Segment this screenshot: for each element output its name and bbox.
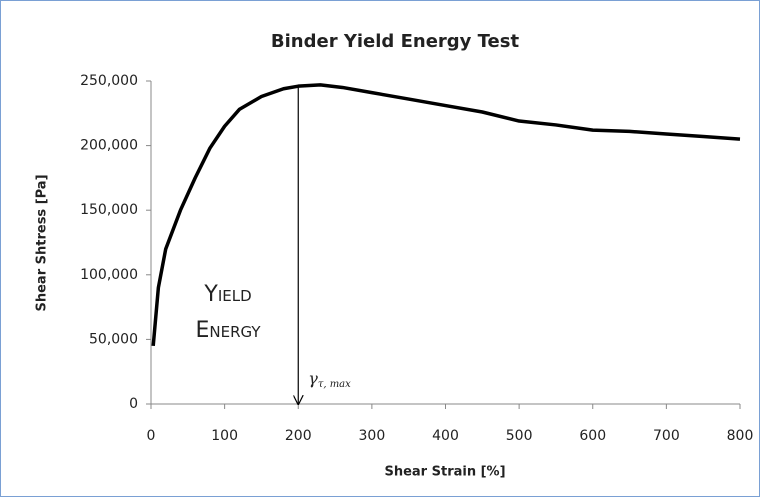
yield-energy-label: Yield — [203, 282, 251, 307]
x-tick-label: 800 — [727, 428, 754, 444]
gamma-symbol: γ — [308, 369, 318, 388]
x-tick-label: 300 — [359, 428, 386, 444]
x-axis-label: Shear Strain [%] — [384, 465, 505, 480]
x-tick-label: 500 — [506, 428, 533, 444]
y-tick-label: 150,000 — [80, 202, 138, 218]
data-line — [151, 83, 741, 347]
x-tick-label: 700 — [653, 428, 680, 444]
x-tick-label: 100 — [211, 428, 238, 444]
y-tick-label: 50,000 — [89, 331, 138, 347]
x-tick-label: 200 — [285, 428, 312, 444]
gamma-label: γτ, max — [308, 369, 351, 390]
gamma-subscript: τ, max — [318, 379, 351, 390]
chart-title: Binder Yield Energy Test — [271, 31, 520, 52]
y-axis-label: Shear Shtress [Pa] — [35, 174, 50, 311]
yield-energy-label: Energy — [195, 318, 261, 343]
y-tick-label: 100,000 — [80, 267, 138, 283]
y-tick-label: 250,000 — [80, 73, 138, 89]
x-tick-label: 0 — [147, 428, 156, 444]
x-tick-label: 600 — [579, 428, 606, 444]
y-tick-label: 0 — [129, 396, 138, 412]
y-tick-label: 200,000 — [80, 138, 138, 154]
x-tick-label: 400 — [432, 428, 459, 444]
